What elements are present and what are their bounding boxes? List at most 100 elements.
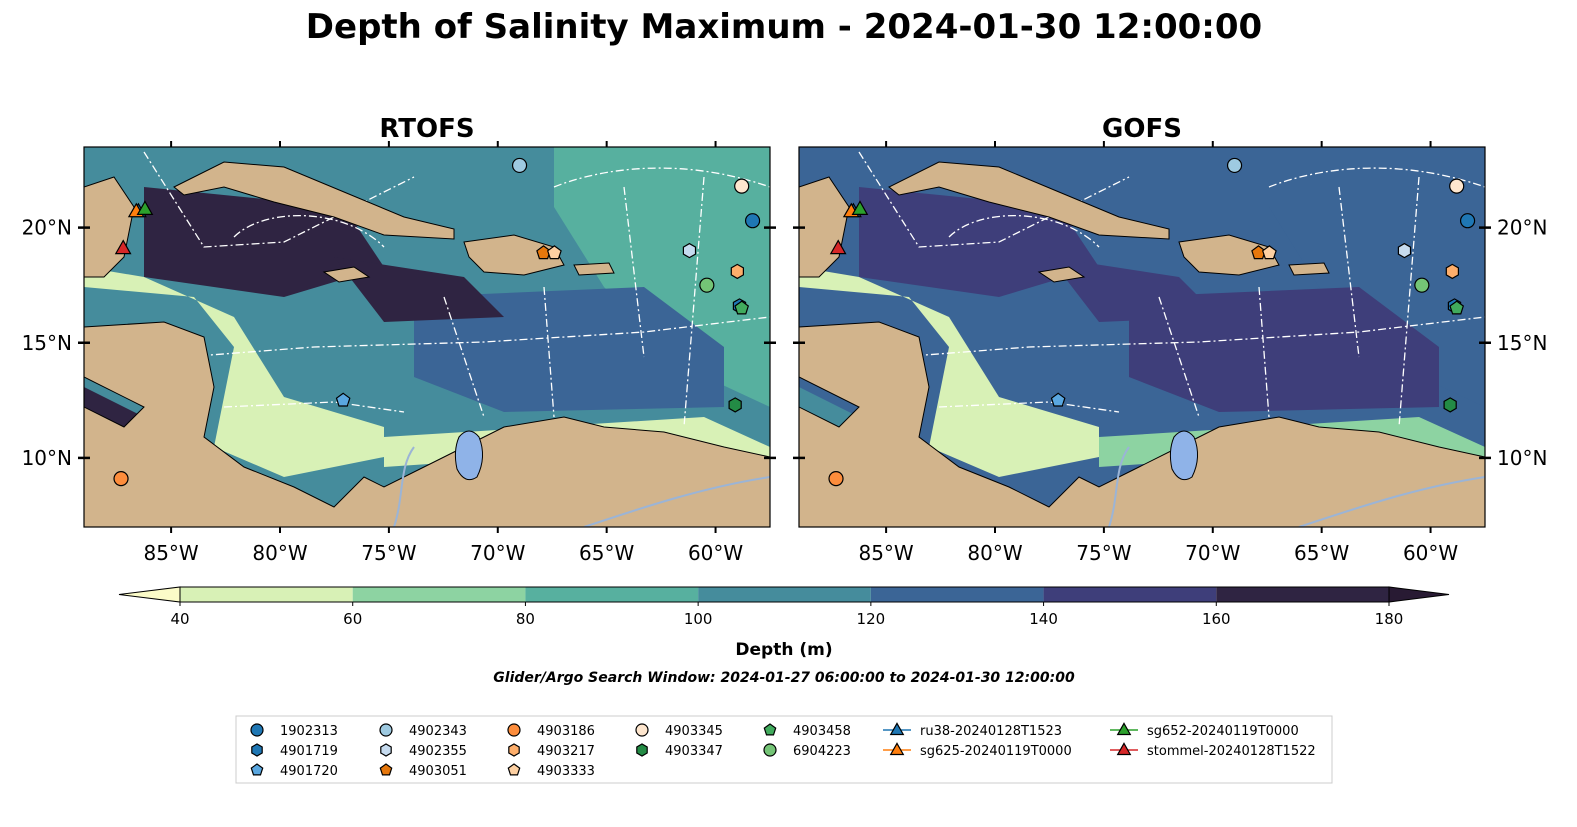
colorbar-tick-label: 120 (857, 610, 886, 628)
gofs-panel-title: GOFS (1102, 114, 1182, 144)
marker-4903186 (828, 471, 844, 487)
marker-4903345 (734, 178, 750, 194)
y-tick-label: 15°N (1497, 331, 1547, 355)
marker-4902355 (682, 242, 697, 259)
legend-frame (235, 715, 1333, 784)
eez-line (1338, 186, 1360, 358)
y-tick-label: 15°N (22, 331, 72, 355)
marker-4901720 (335, 392, 351, 407)
river-magdalena (1108, 446, 1130, 527)
marker-4901720 (1050, 392, 1066, 407)
river-magdalena (393, 446, 415, 527)
eez-line (1268, 167, 1485, 188)
x-tick-label: 80°W (252, 541, 307, 565)
colorbar-tick-label: 160 (1202, 610, 1231, 628)
x-tick-label: 75°W (1076, 541, 1131, 565)
hispaniola (463, 234, 565, 276)
legend-marker-4903217 (508, 743, 520, 757)
field-venezuela-basin (1129, 287, 1439, 412)
marker-4903333 (1261, 245, 1277, 260)
colorbar-tick-label: 140 (1029, 610, 1058, 628)
legend-marker-1902313 (250, 723, 264, 737)
eez-line (623, 186, 645, 358)
gofs-axis-ticks: 85°W 80°W 75°W 70°W 65°W 60°W 20°N 15°N 10°N (793, 141, 1547, 565)
colorbar-segment (1216, 587, 1389, 602)
field-honduras-shelf (84, 267, 384, 477)
marker-4902355 (1397, 242, 1412, 259)
marker-6904223 (1414, 277, 1430, 293)
legend-marker-sg652-20240119T0000 (1116, 722, 1132, 736)
central-south-america (799, 321, 1485, 527)
marker-6904223 (699, 277, 715, 293)
colorbar-frame (179, 586, 1390, 603)
colorbar-segment (525, 587, 699, 602)
colorbar-segment (870, 587, 1044, 602)
rtofs-panel-title: RTOFS (379, 114, 474, 144)
colorbar-tick-label: 180 (1375, 610, 1404, 628)
gofs-map-frame (798, 146, 1486, 528)
field-venezuela-basin (414, 287, 724, 412)
legend-label: stommel-20240128T1522 (1147, 744, 1316, 759)
legend-label: 4902343 (409, 724, 467, 739)
marker-4903217 (1445, 263, 1460, 280)
lake-maracaibo (454, 430, 483, 481)
x-tick-label: 85°W (858, 541, 913, 565)
legend-label: 1902313 (280, 724, 338, 739)
colorbar-extend-low (118, 586, 181, 603)
gofs-map-panel: GOFS 85°W 80°W 75°W 70°W 65°W 60°W 20°N 15°N 10°… (793, 114, 1547, 565)
marker-4903458 (1449, 300, 1465, 315)
rtofs-map-panel: RTOFS 85°W 80°W 75°W 70°W 65°W 60°W 20°N 15°N 10… (22, 114, 776, 565)
central-south-america (84, 321, 770, 527)
eez-line (543, 286, 555, 418)
marker-4903186 (113, 471, 129, 487)
marker-sg652-20240119T0000 (136, 200, 154, 215)
legend-label: 4903217 (537, 744, 595, 759)
marker-4903217 (730, 263, 745, 280)
rtofs-map-frame (83, 146, 771, 528)
marker-1902313 (744, 213, 761, 229)
y-tick-label: 10°N (1497, 446, 1547, 470)
eez-line (183, 316, 770, 358)
legend-marker-4903051 (379, 763, 393, 776)
legend-marker-ru38-20240128T1523 (889, 722, 905, 736)
marker-1902313 (1459, 213, 1476, 229)
legend-marker-4903458 (763, 723, 777, 736)
jamaica (322, 266, 371, 283)
puerto-rico (573, 262, 615, 276)
rtofs-eez-boundaries (143, 151, 770, 428)
legend-marker-stommel-20240128T1522 (1116, 742, 1132, 756)
marker-4903347 (1443, 397, 1457, 413)
legend-marker-sg625-20240119T0000 (889, 742, 905, 756)
legend-label: sg652-20240119T0000 (1147, 724, 1299, 739)
legend-label: 4903333 (537, 764, 595, 779)
field-north-streak (334, 257, 504, 322)
figure-title: Depth of Salinity Maximum - 2024-01-30 1… (306, 7, 1262, 47)
marker-4903458 (734, 300, 750, 315)
marker-stommel-20240128T1522 (114, 239, 132, 255)
legend-label: 4903051 (409, 764, 467, 779)
marker-4902343 (511, 157, 528, 174)
eez-line (223, 401, 405, 413)
field-north-streak (1049, 257, 1219, 322)
legend-label: 4903186 (537, 724, 595, 739)
legend-label: 4901720 (280, 764, 338, 779)
gofs-markers (828, 157, 1476, 487)
legend-label: 4903347 (665, 744, 723, 759)
x-tick-label: 80°W (967, 541, 1022, 565)
lake-maracaibo (1169, 430, 1198, 481)
legend-label: 4903345 (665, 724, 723, 739)
legend-label: 4903458 (793, 724, 851, 739)
colorbar-tick-label: 100 (684, 610, 713, 628)
legend-marker-4903347 (636, 743, 648, 757)
colorbar-extend-high (1388, 586, 1450, 603)
x-tick-label: 70°W (1185, 541, 1240, 565)
rtofs-map-body (84, 147, 770, 527)
eez-line (1158, 296, 1200, 418)
rtofs-axis-ticks: 85°W 80°W 75°W 70°W 65°W 60°W 20°N 15°N 10°N (22, 141, 776, 565)
eez-line (948, 215, 1100, 248)
x-tick-label: 60°W (688, 541, 743, 565)
y-tick-label: 20°N (22, 216, 72, 240)
jamaica (1037, 266, 1086, 283)
eez-line (898, 316, 1485, 358)
